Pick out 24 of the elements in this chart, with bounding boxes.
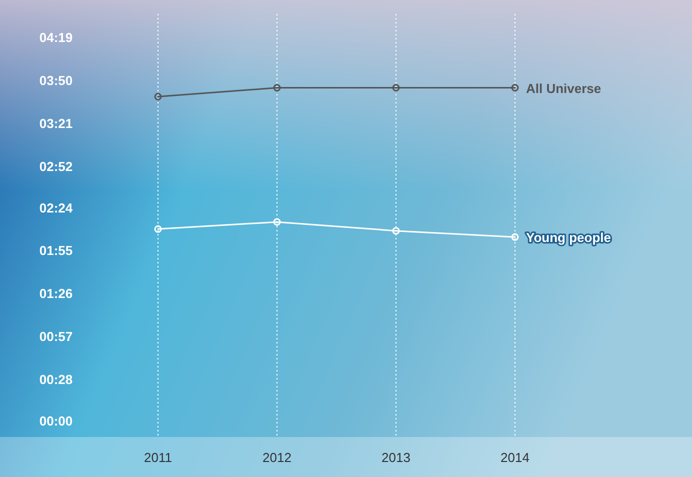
x-tick-label: 2012 bbox=[262, 450, 292, 465]
point bbox=[154, 225, 162, 233]
point bbox=[392, 227, 400, 235]
y-tick-label: 02:24 bbox=[39, 200, 74, 216]
point bbox=[511, 84, 519, 92]
x-tick-label: 2014 bbox=[500, 450, 530, 465]
y-tick-label: 01:55 bbox=[39, 243, 73, 258]
y-tick-label: 00:00 bbox=[39, 414, 73, 429]
point bbox=[511, 233, 519, 241]
point bbox=[392, 84, 400, 92]
y-tick-label: 03:50 bbox=[39, 72, 73, 88]
point bbox=[154, 92, 162, 100]
y-tick-label: 00:28 bbox=[39, 372, 73, 388]
x-tick-label: 2011 bbox=[144, 450, 172, 465]
series-label: All Universe bbox=[526, 80, 602, 96]
point bbox=[273, 84, 281, 92]
x-tick-label: 2013 bbox=[382, 450, 410, 465]
point bbox=[273, 218, 281, 226]
y-tick-label: 04:19 bbox=[39, 30, 73, 45]
series-label: Young people bbox=[526, 230, 611, 246]
y-tick-label: 00:57 bbox=[39, 329, 73, 344]
y-tick-label: 03:21 bbox=[39, 116, 73, 131]
y-tick-label: 02:52 bbox=[39, 158, 73, 174]
y-tick-label: 01:26 bbox=[39, 286, 73, 302]
